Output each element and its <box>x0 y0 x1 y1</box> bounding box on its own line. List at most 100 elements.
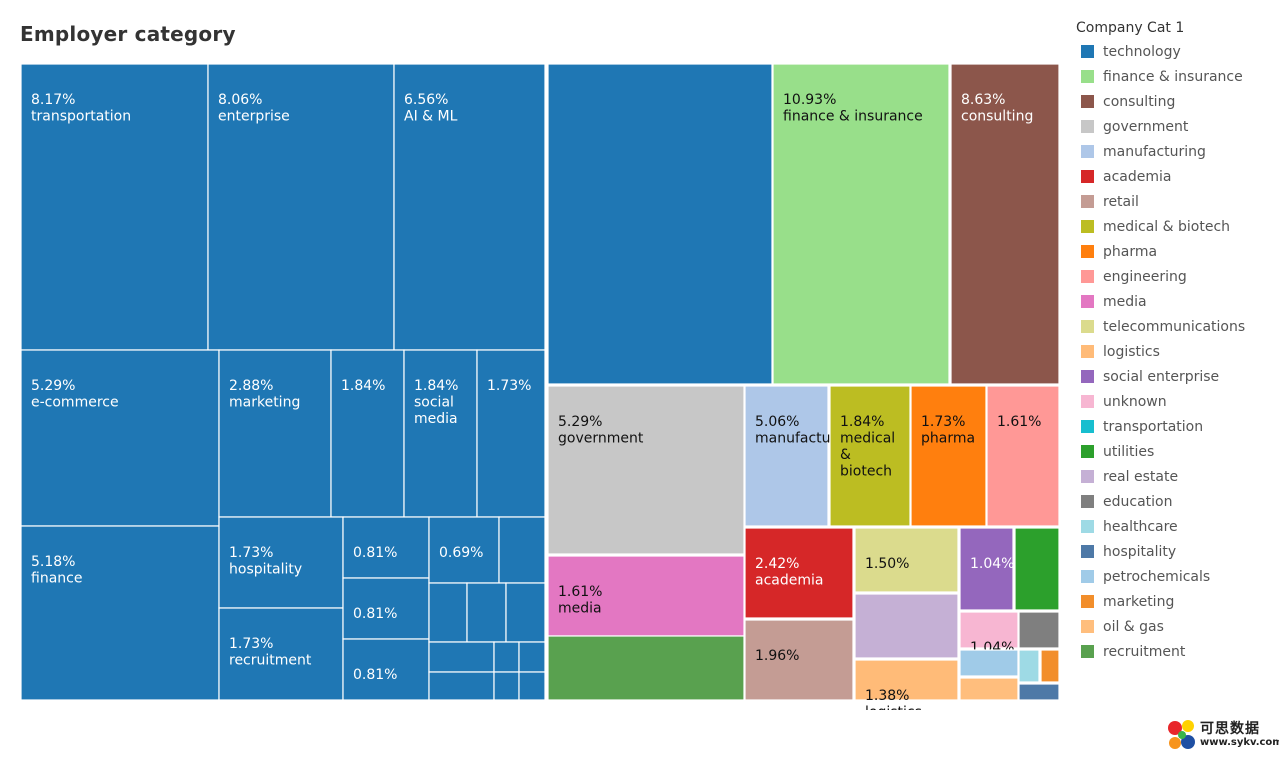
treemap-tile[interactable] <box>493 641 520 673</box>
legend-item[interactable]: transportation <box>1076 414 1276 439</box>
treemap-tile[interactable] <box>428 582 468 643</box>
legend-item[interactable]: logistics <box>1076 339 1276 364</box>
legend-item[interactable]: oil & gas <box>1076 614 1276 639</box>
treemap-tile[interactable] <box>518 641 546 673</box>
legend-label: medical & biotech <box>1103 218 1231 235</box>
legend-item[interactable]: social enterprise <box>1076 364 1276 389</box>
legend-item[interactable]: petrochemicals <box>1076 564 1276 589</box>
legend-item[interactable]: telecommunications <box>1076 314 1276 339</box>
treemap-tile[interactable] <box>428 641 495 673</box>
treemap-tile[interactable] <box>547 63 773 385</box>
legend-item[interactable]: government <box>1076 114 1276 139</box>
watermark-text-top: 可思数据 <box>1200 721 1260 737</box>
treemap-tile[interactable]: 1.84%social media <box>403 349 478 518</box>
treemap-tile[interactable] <box>1040 649 1060 683</box>
legend-item[interactable]: hospitality <box>1076 539 1276 564</box>
treemap-tile[interactable]: 1.73%hospitality <box>218 516 344 609</box>
tile-value-label: 1.73% <box>921 414 965 430</box>
treemap-tile[interactable]: 8.17%transportation <box>20 63 209 351</box>
treemap-tile[interactable] <box>498 516 546 584</box>
legend-item[interactable]: consulting <box>1076 89 1276 114</box>
treemap-tile[interactable] <box>1018 683 1060 701</box>
treemap-tile[interactable] <box>493 671 520 701</box>
treemap-tile-rect <box>466 582 507 643</box>
tile-name-label: media <box>558 601 602 617</box>
treemap-tile-rect <box>854 593 959 659</box>
treemap-tile[interactable] <box>959 649 1019 677</box>
treemap-tile-rect <box>493 671 520 701</box>
treemap-tile[interactable]: 0.81% <box>342 516 430 579</box>
treemap-tile-rect <box>342 638 430 701</box>
tile-value-label: 5.29% <box>31 378 75 394</box>
tile-name-label: finance <box>31 571 82 587</box>
treemap-tile[interactable]: 0.69% <box>428 516 500 584</box>
legend-item[interactable]: recruitment <box>1076 639 1276 664</box>
treemap-tile[interactable]: 1.61% <box>986 385 1060 527</box>
legend-item[interactable]: academia <box>1076 164 1276 189</box>
treemap-tile[interactable] <box>1014 527 1060 611</box>
treemap-tile-rect <box>959 677 1019 701</box>
treemap-tile[interactable]: 0.81% <box>342 577 430 640</box>
legend-item[interactable]: engineering <box>1076 264 1276 289</box>
legend-item[interactable]: real estate <box>1076 464 1276 489</box>
treemap-tile[interactable] <box>854 593 959 659</box>
tile-name-label: marketing <box>229 395 300 411</box>
legend-swatch <box>1081 145 1094 158</box>
treemap-tile[interactable] <box>547 635 745 701</box>
legend-swatch <box>1081 270 1094 283</box>
legend-label: logistics <box>1103 343 1160 360</box>
legend-item[interactable]: media <box>1076 289 1276 314</box>
legend-item[interactable]: finance & insurance <box>1076 64 1276 89</box>
legend-label: retail <box>1103 193 1139 210</box>
legend-swatch <box>1081 45 1094 58</box>
treemap-tile-rect <box>744 527 854 619</box>
legend-item[interactable]: education <box>1076 489 1276 514</box>
treemap-tile[interactable]: 2.88%marketing <box>218 349 332 518</box>
legend-item[interactable]: retail <box>1076 189 1276 214</box>
legend-item[interactable]: healthcare <box>1076 514 1276 539</box>
legend-swatch <box>1081 495 1094 508</box>
tile-name-label: transportation <box>31 109 131 125</box>
legend-item[interactable]: unknown <box>1076 389 1276 414</box>
treemap-tile[interactable]: 5.18%finance <box>20 525 220 701</box>
treemap-tile[interactable]: 5.29%government <box>547 385 745 555</box>
treemap-tile[interactable]: 1.73% <box>476 349 546 518</box>
legend-item[interactable]: manufacturing <box>1076 139 1276 164</box>
treemap-tile[interactable]: 1.73%pharma <box>910 385 987 527</box>
treemap-tile[interactable]: 1.61%media <box>547 555 745 637</box>
treemap-tile[interactable]: 1.96% <box>744 619 854 701</box>
treemap-tile[interactable] <box>505 582 546 643</box>
treemap-tile[interactable]: 5.29%e-commerce <box>20 349 220 527</box>
legend-item[interactable]: utilities <box>1076 439 1276 464</box>
treemap-tile-rect <box>547 385 745 555</box>
treemap-tile[interactable]: 2.42%academia <box>744 527 854 619</box>
treemap-tile[interactable]: 6.56%AI & ML <box>393 63 546 351</box>
legend-item[interactable]: marketing <box>1076 589 1276 614</box>
legend-item[interactable]: technology <box>1076 39 1276 64</box>
treemap-tile[interactable]: 0.81% <box>342 638 430 701</box>
legend-swatch <box>1081 345 1094 358</box>
legend-items: technology finance & insurance consulting g… <box>1076 39 1276 664</box>
treemap-tile[interactable]: 1.38%logistics <box>854 659 959 710</box>
treemap-tile[interactable]: 1.04% <box>959 611 1019 656</box>
treemap-tile[interactable]: 10.93%finance & insurance <box>772 63 950 385</box>
treemap-tile[interactable]: 1.73%recruitment <box>218 607 344 701</box>
tile-value-label: 1.50% <box>865 556 909 572</box>
treemap-tile[interactable] <box>959 677 1019 701</box>
treemap-tile[interactable]: 8.06%enterprise <box>207 63 395 351</box>
treemap-tile-rect <box>986 385 1060 527</box>
treemap-tile[interactable]: 8.63%consulting <box>950 63 1060 385</box>
treemap-tile[interactable]: 1.50% <box>854 527 959 593</box>
treemap-tile[interactable] <box>1018 649 1040 683</box>
legend-item[interactable]: medical & biotech <box>1076 214 1276 239</box>
legend-label: technology <box>1103 43 1181 60</box>
treemap-tile[interactable] <box>518 671 546 701</box>
treemap-tile[interactable]: 1.04% <box>959 527 1014 611</box>
treemap-tile[interactable]: 1.84%medical & biotech <box>829 385 911 527</box>
legend-item[interactable]: pharma <box>1076 239 1276 264</box>
treemap-tile[interactable]: 1.84% <box>330 349 405 518</box>
treemap-tile[interactable] <box>466 582 507 643</box>
treemap-tile[interactable] <box>1018 611 1060 649</box>
treemap-tile[interactable] <box>428 671 495 701</box>
legend-label: media <box>1103 293 1147 310</box>
